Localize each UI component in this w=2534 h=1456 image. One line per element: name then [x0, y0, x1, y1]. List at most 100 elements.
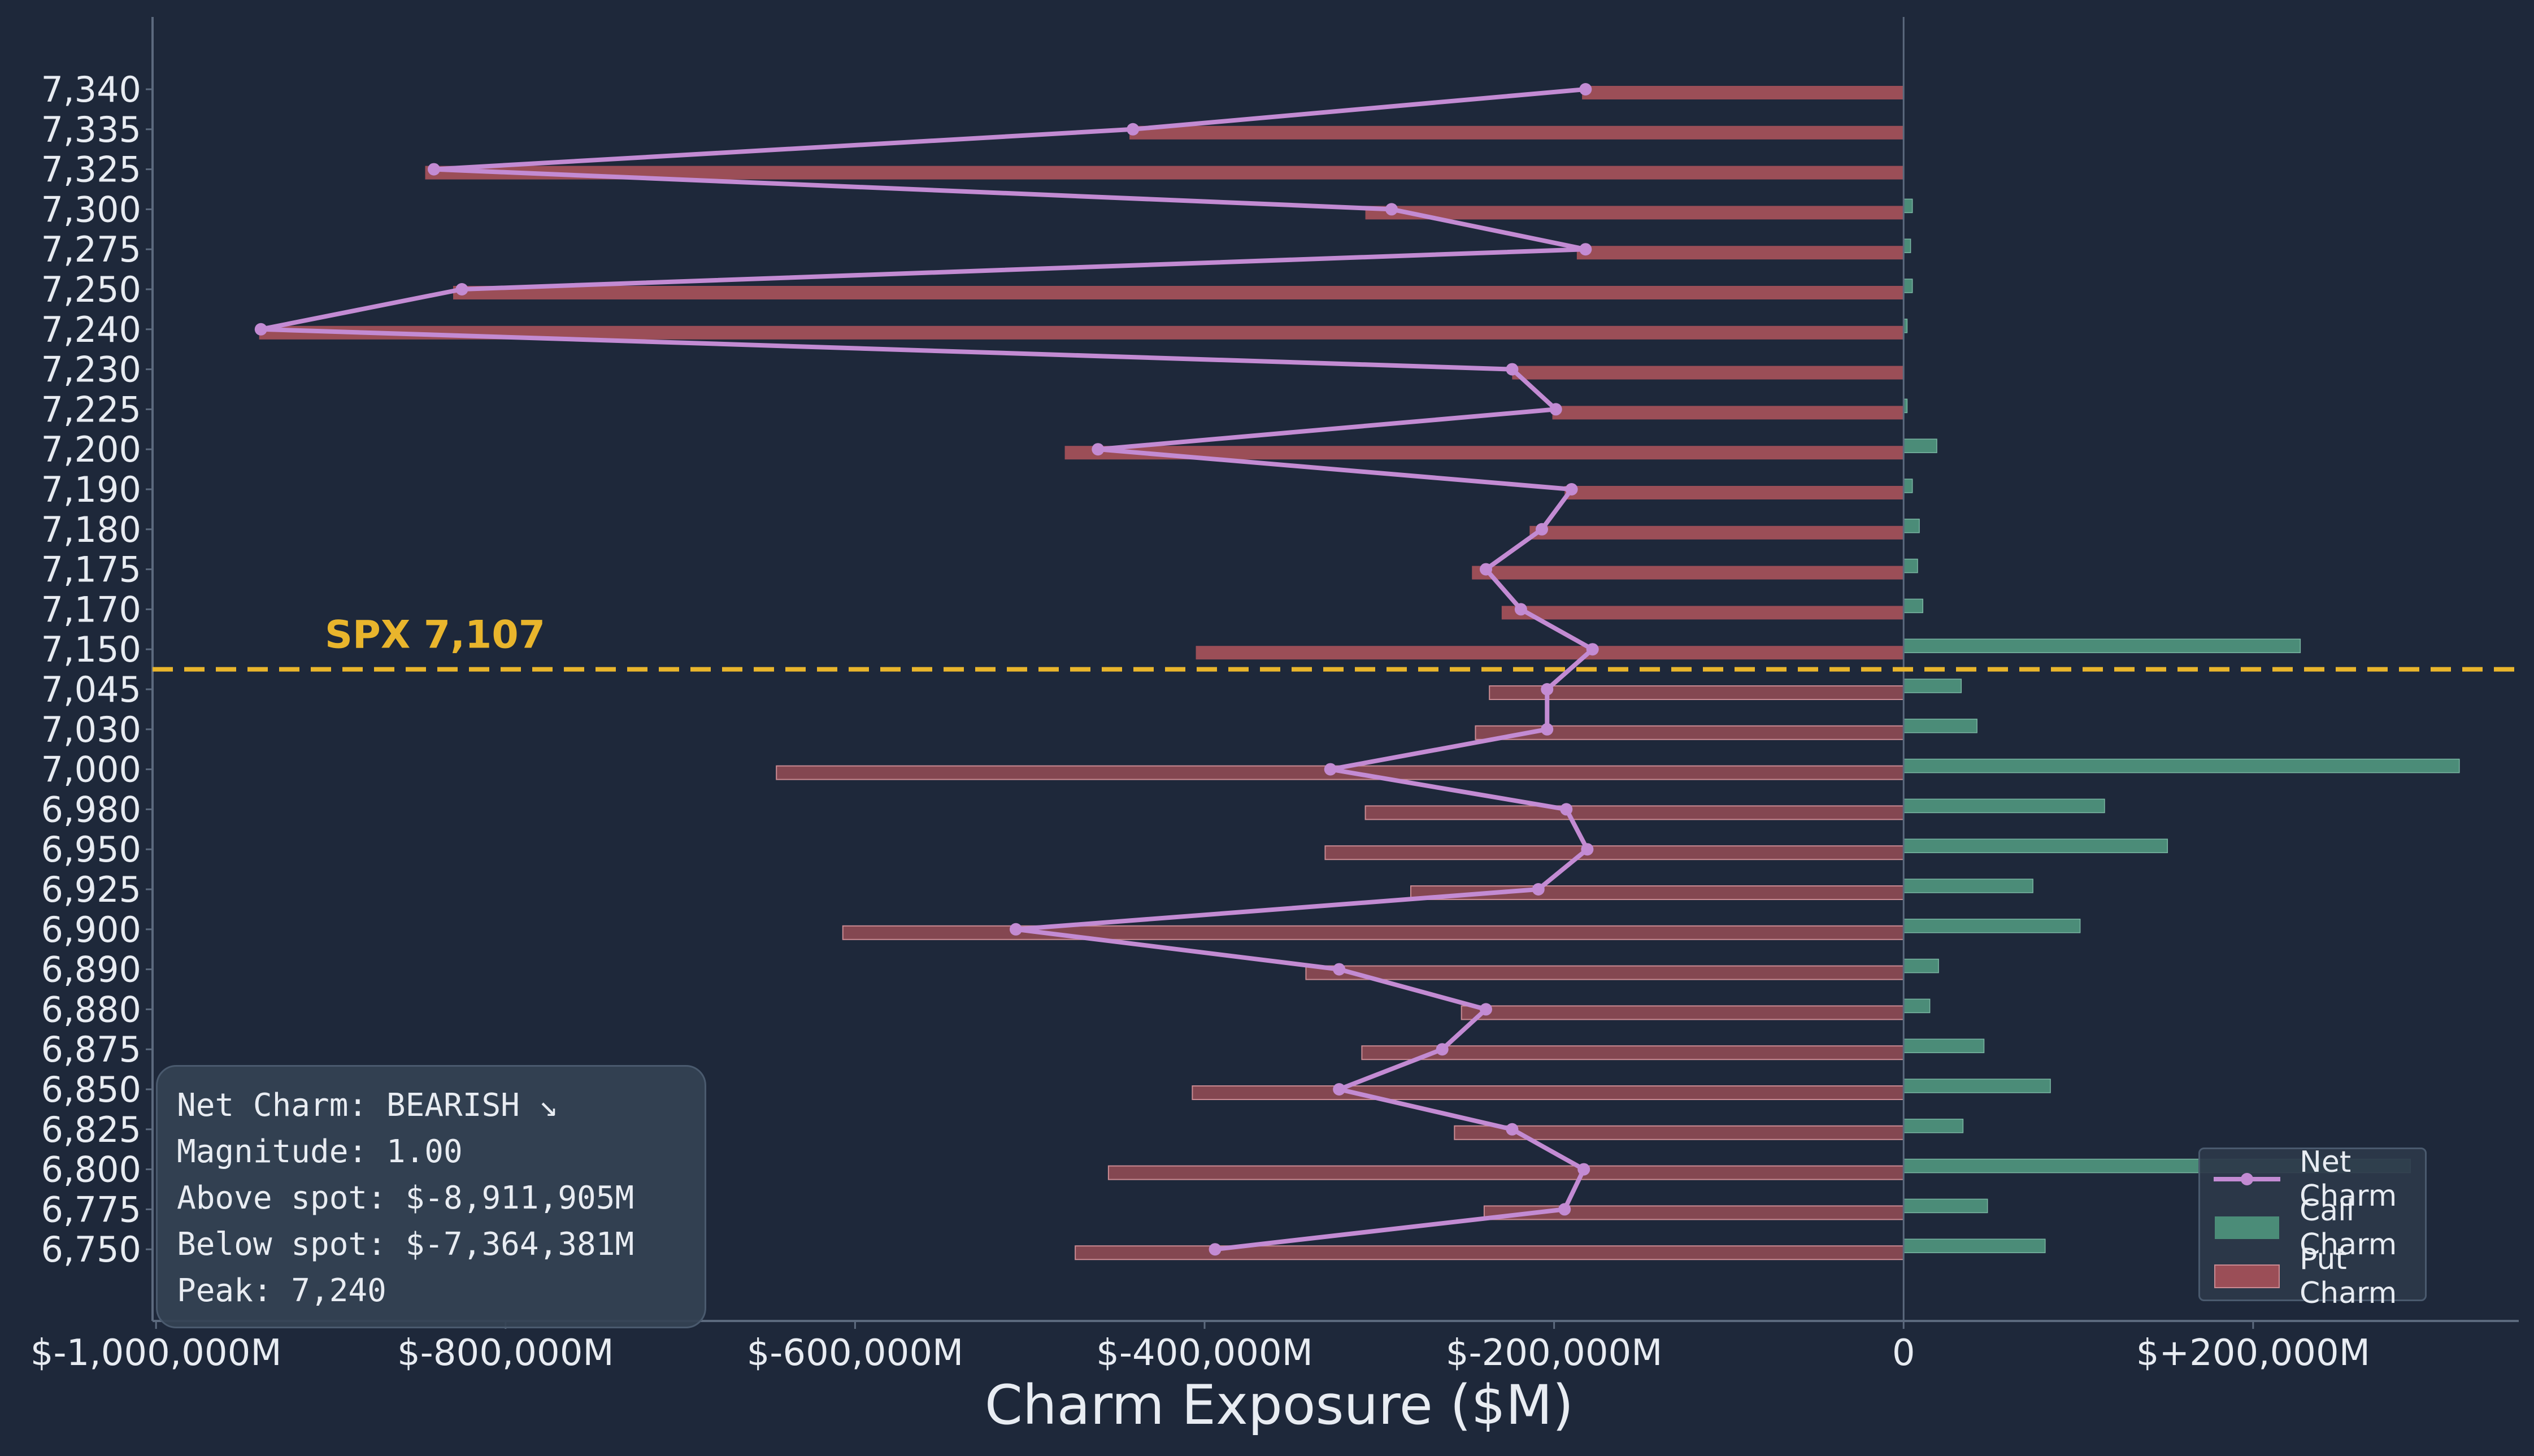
- x-tick-label-2: $-600,000M: [747, 1332, 964, 1374]
- legend-label-put: Put Charm: [2300, 1242, 2397, 1310]
- stats-below-spot: Below spot: $-7,364,381M: [177, 1226, 634, 1263]
- call-bar-7,180: [1903, 519, 1920, 533]
- call-bar-6,950: [1903, 838, 2168, 853]
- net-point-6,875: [1436, 1043, 1449, 1056]
- legend-swatch-call: [2214, 1215, 2280, 1240]
- spot-label: SPX 7,107: [325, 613, 545, 658]
- put-bar-6,750: [1075, 1245, 1905, 1261]
- net-point-7,300: [1385, 203, 1398, 216]
- y-tick-label-7,150: 7,150: [41, 629, 142, 670]
- x-tick-label-4: $-200,000M: [1446, 1332, 1663, 1374]
- y-tick-label-6,800: 6,800: [41, 1149, 142, 1190]
- call-bar-7,170: [1903, 598, 1924, 614]
- net-point-7,325: [427, 163, 440, 176]
- call-bar-6,900: [1903, 919, 2081, 933]
- y-tick-label-7,180: 7,180: [41, 509, 142, 550]
- y-tick-label-7,000: 7,000: [41, 749, 142, 790]
- net-point-7,275: [1579, 243, 1592, 256]
- call-bar-6,850: [1903, 1079, 2051, 1093]
- call-bar-6,875: [1903, 1038, 1985, 1053]
- put-bar-6,950: [1324, 845, 1905, 860]
- net-point-6,775: [1558, 1203, 1571, 1216]
- x-axis-title: Charm Exposure ($M): [985, 1374, 1574, 1437]
- y-tick-label-7,325: 7,325: [41, 149, 142, 190]
- call-bar-7,190: [1903, 479, 1913, 493]
- x-tick-label-6: $+200,000M: [2136, 1332, 2370, 1374]
- call-bar-6,980: [1903, 798, 2105, 814]
- net-point-7,170: [1514, 603, 1527, 616]
- y-tick-label-6,875: 6,875: [41, 1029, 142, 1070]
- legend-item-call: Call Charm: [2214, 1194, 2425, 1262]
- x-tick-label-0: $-1,000,000M: [31, 1332, 282, 1374]
- net-point-7,225: [1549, 403, 1562, 416]
- net-point-6,825: [1506, 1123, 1519, 1136]
- y-tick-label-7,300: 7,300: [41, 189, 142, 230]
- legend-label-net: Net Charm: [2300, 1145, 2397, 1213]
- net-point-7,335: [1127, 123, 1140, 136]
- stats-peak: Peak: 7,240: [177, 1272, 386, 1309]
- put-bar-7,300: [1365, 206, 1904, 220]
- net-point-6,925: [1532, 883, 1545, 896]
- y-tick-label-6,890: 6,890: [41, 949, 142, 990]
- legend-item-net: Net Charm: [2214, 1145, 2425, 1213]
- call-bar-7,275: [1903, 238, 1911, 253]
- net-point-6,900: [1009, 923, 1022, 936]
- y-tick-label-7,240: 7,240: [41, 309, 142, 350]
- put-bar-6,880: [1461, 1005, 1905, 1020]
- net-point-7,175: [1480, 563, 1493, 576]
- net-point-7,250: [455, 283, 468, 295]
- call-bar-7,030: [1903, 719, 1977, 733]
- call-bar-7,200: [1903, 438, 1937, 453]
- y-tick-label-6,980: 6,980: [41, 789, 142, 830]
- stats-magnitude: Magnitude: 1.00: [177, 1133, 463, 1170]
- call-bar-6,775: [1903, 1198, 1988, 1214]
- y-tick-label-7,225: 7,225: [41, 389, 142, 430]
- net-point-7,190: [1565, 483, 1578, 496]
- put-bar-7,335: [1129, 125, 1904, 140]
- legend-swatch-put: [2214, 1264, 2280, 1289]
- net-point-7,000: [1324, 763, 1337, 776]
- put-bar-6,800: [1107, 1165, 1905, 1180]
- put-bar-7,275: [1576, 246, 1904, 260]
- call-bar-7,045: [1903, 679, 1962, 693]
- net-point-7,030: [1541, 723, 1554, 736]
- y-tick-label-7,170: 7,170: [41, 589, 142, 630]
- net-point-7,045: [1541, 683, 1554, 696]
- call-bar-6,750: [1903, 1238, 2046, 1253]
- y-tick-label-6,900: 6,900: [41, 909, 142, 950]
- y-tick-label-7,030: 7,030: [41, 709, 142, 750]
- net-point-6,890: [1333, 963, 1346, 976]
- y-tick-label-7,200: 7,200: [41, 429, 142, 470]
- put-bar-7,250: [453, 286, 1904, 299]
- y-tick-label-6,850: 6,850: [41, 1069, 142, 1110]
- y-tick-label-7,045: 7,045: [41, 669, 142, 710]
- tick-labels: 7,3407,3357,3257,3007,2757,2507,2407,230…: [31, 69, 2370, 1437]
- y-tick-label-7,190: 7,190: [41, 469, 142, 510]
- y-tick-label-7,250: 7,250: [41, 269, 142, 310]
- put-bar-7,340: [1582, 86, 1904, 99]
- spot-marker: SPX 7,107: [153, 613, 2519, 672]
- put-bar-6,775: [1483, 1205, 1905, 1220]
- y-tick-label-6,925: 6,925: [41, 869, 142, 910]
- y-tick-label-7,230: 7,230: [41, 349, 142, 390]
- put-bar-7,230: [1512, 366, 1904, 380]
- call-bar-6,925: [1903, 879, 2033, 893]
- put-bar-6,890: [1305, 965, 1905, 980]
- net-point-6,850: [1333, 1083, 1346, 1096]
- net-point-7,240: [254, 323, 267, 336]
- net-point-7,180: [1535, 523, 1548, 536]
- net-charm-polyline: [258, 87, 1595, 1252]
- put-bar-7,225: [1552, 406, 1904, 420]
- call-bar-6,890: [1903, 958, 1939, 973]
- x-tick-label-3: $-400,000M: [1096, 1332, 1313, 1374]
- y-tick-label-7,175: 7,175: [41, 549, 142, 590]
- put-bar-6,900: [842, 925, 1905, 940]
- call-charm-bars: [1903, 198, 2460, 1253]
- y-tick-label-6,880: 6,880: [41, 989, 142, 1030]
- net-point-6,750: [1209, 1243, 1222, 1256]
- net-point-7,230: [1506, 363, 1519, 376]
- x-tick-label-1: $-800,000M: [397, 1332, 614, 1374]
- net-point-6,950: [1581, 843, 1594, 856]
- net-point-6,880: [1480, 1003, 1493, 1016]
